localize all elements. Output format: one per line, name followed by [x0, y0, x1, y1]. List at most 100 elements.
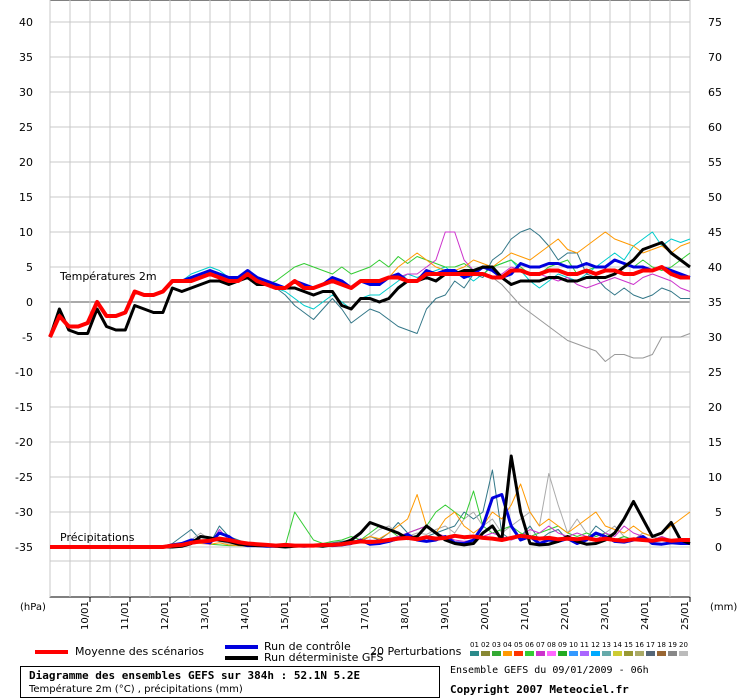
perturbation-number: 06 — [525, 641, 534, 649]
x-tick-label: 17/01 — [360, 601, 371, 630]
left-tick-label: 15 — [19, 191, 33, 204]
precipitation-series — [50, 454, 691, 549]
x-tick-label: 10/01 — [80, 601, 91, 630]
right-tick-label: 55 — [708, 156, 722, 169]
perturbation-number: 12 — [591, 641, 600, 649]
perturbation-swatch — [525, 651, 534, 656]
perturbation-number: 14 — [613, 641, 622, 649]
x-tick-label: 12/01 — [160, 601, 171, 630]
perturbation-swatch — [646, 651, 655, 656]
left-tick-label: -30 — [15, 506, 33, 519]
perturbation-number: 15 — [624, 641, 633, 649]
x-tick-label: 21/01 — [520, 601, 531, 630]
x-tick-label: 14/01 — [240, 601, 251, 630]
perturbation-number: 13 — [602, 641, 611, 649]
left-tick-label: 10 — [19, 226, 33, 239]
perturbation-swatch — [503, 651, 512, 656]
perturbation-number: 18 — [657, 641, 666, 649]
right-tick-label: 60 — [708, 121, 722, 134]
left-tick-label: 25 — [19, 121, 33, 134]
right-tick-label: 35 — [708, 296, 722, 309]
perturbation-number: 11 — [580, 641, 589, 649]
right-tick-label: 20 — [708, 401, 722, 414]
legend-mean-swatch — [35, 650, 68, 654]
perturbation-swatch — [602, 651, 611, 656]
left-tick-label: -25 — [15, 471, 33, 484]
perturbation-swatch — [492, 651, 501, 656]
precipitation-panel-label: Précipitations — [60, 531, 135, 544]
right-axis-unit-label: (mm) — [710, 602, 737, 613]
right-tick-label: 30 — [708, 331, 722, 344]
perturbation-number: 10 — [569, 641, 578, 649]
perturbation-number: 19 — [668, 641, 677, 649]
perturbation-number: 08 — [547, 641, 556, 649]
left-axis-unit-label: (hPa) — [20, 602, 46, 613]
perturbation-swatch — [624, 651, 633, 656]
legend-perturbations-label: 20 Perturbations — [370, 645, 462, 658]
right-tick-label: 10 — [708, 471, 722, 484]
x-tick-label: 25/01 — [680, 601, 691, 630]
x-tick-label: 13/01 — [200, 601, 211, 630]
perturbation-swatch — [668, 651, 677, 656]
info-title: Diagramme des ensembles GEFS sur 384h : … — [29, 669, 361, 682]
perturbation-swatch — [536, 651, 545, 656]
x-tick-label: 16/01 — [320, 601, 331, 630]
x-tick-label: 24/01 — [640, 601, 651, 630]
perturbation-swatch — [580, 651, 589, 656]
right-tick-label: 0 — [715, 541, 722, 554]
chart-grid — [49, 0, 691, 598]
perturbation-number: 16 — [635, 641, 644, 649]
x-tick-label: 11/01 — [120, 601, 131, 630]
perturbation-number: 09 — [558, 641, 567, 649]
right-tick-label: 25 — [708, 366, 722, 379]
perturbation-swatch — [657, 651, 666, 656]
perturbation-number: 02 — [481, 641, 490, 649]
right-tick-label: 65 — [708, 86, 722, 99]
left-tick-label: 0 — [26, 296, 33, 309]
temp-line-moyenne-des-sc-narios — [48, 265, 690, 338]
x-tick-label: 18/01 — [400, 601, 411, 630]
x-tick-label: 23/01 — [600, 601, 611, 630]
temperature-panel-label: Températures 2m — [59, 270, 157, 283]
left-tick-label: -15 — [15, 401, 33, 414]
perturbation-number: 04 — [503, 641, 512, 649]
legend-det-label: Run déterministe GFS — [264, 651, 384, 664]
x-axis-date-ticks: 10/01 11/01 12/01 13/01 14/01 15/01 16/01 17/01… — [80, 597, 691, 630]
perturbation-swatch — [635, 651, 644, 656]
legend-det-swatch — [225, 656, 258, 660]
legend-mean-label: Moyenne des scénarios — [75, 645, 204, 658]
left-axis-ticks: 40 35 30 25 20 15 10 5 0 -5 -10 -15 -20 -25 -30 -35 — [15, 16, 33, 554]
right-tick-label: 70 — [708, 51, 722, 64]
x-tick-label: 19/01 — [440, 601, 451, 630]
temp-line-run-d-terministe-gfs — [48, 241, 691, 338]
perturbation-number: 07 — [536, 641, 545, 649]
right-tick-label: 40 — [708, 261, 722, 274]
x-tick-label: 15/01 — [280, 601, 291, 630]
perturbation-number: 01 — [470, 641, 479, 649]
perturbation-number: 17 — [646, 641, 655, 649]
perturbation-swatch — [679, 651, 688, 656]
perturbation-swatch — [547, 651, 556, 656]
perturbation-swatch — [591, 651, 600, 656]
ensemble-run-label: Ensemble GEFS du 09/01/2009 - 06h — [450, 665, 649, 676]
perturbation-swatch — [470, 651, 479, 656]
left-tick-label: -10 — [15, 366, 33, 379]
left-tick-label: 20 — [19, 156, 33, 169]
right-tick-label: 50 — [708, 191, 722, 204]
right-tick-label: 45 — [708, 226, 722, 239]
x-tick-label: 20/01 — [480, 601, 491, 630]
precip-line-moyenne-des-sc-narios — [50, 533, 690, 549]
right-tick-label: 5 — [715, 506, 722, 519]
perturbation-number: 20 — [679, 641, 688, 649]
left-tick-label: 35 — [19, 51, 33, 64]
perturbation-number: 03 — [492, 641, 501, 649]
info-box: Diagramme des ensembles GEFS sur 384h : … — [20, 666, 440, 698]
perturbation-number: 05 — [514, 641, 523, 649]
left-tick-label: -20 — [15, 436, 33, 449]
left-tick-label: 40 — [19, 16, 33, 29]
temperature-series — [48, 228, 691, 362]
perturbation-swatch — [613, 651, 622, 656]
left-tick-label: 30 — [19, 86, 33, 99]
